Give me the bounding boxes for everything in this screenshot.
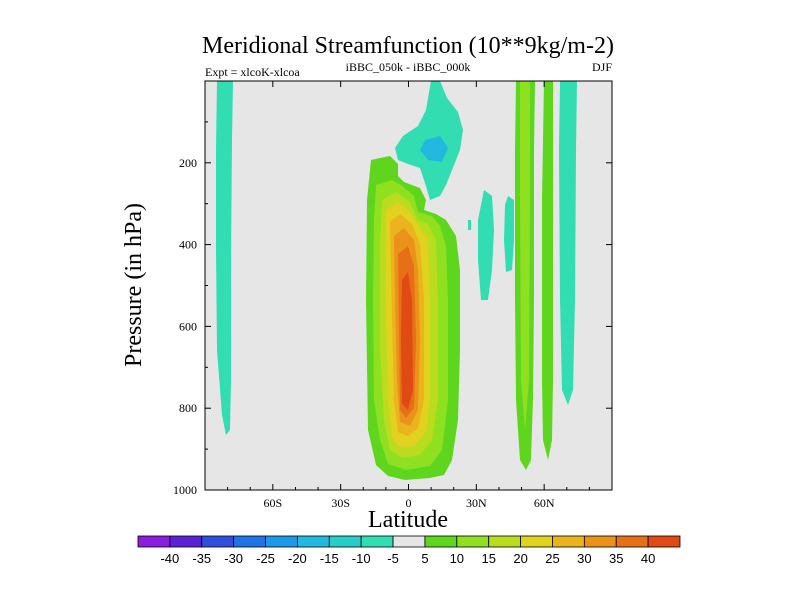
- plot-area: 60S 30S 0 30N 60N 200 400 600 800 1000: [173, 80, 613, 510]
- colorbar-swatch: [392, 535, 426, 548]
- x-tick-label: 30N: [466, 496, 487, 510]
- x-axis-label: Latitude: [368, 507, 448, 533]
- colorbar-tick-label: 30: [577, 551, 591, 566]
- colorbar-swatch: [520, 535, 553, 548]
- x-ticks: 60S 30S 0 30N 60N: [227, 81, 590, 510]
- contour-pos-40: [401, 272, 413, 410]
- colorbar-tick-label: -30: [224, 551, 243, 566]
- colorbar-swatch: [201, 535, 235, 548]
- colorbar-tick-label: 20: [513, 551, 527, 566]
- colorbar-swatch: [137, 535, 171, 548]
- x-tick-label: 30S: [331, 496, 350, 510]
- colorbar-swatch: [456, 535, 490, 548]
- contour-neg-south-column: [216, 81, 233, 435]
- colorbar-tick-label: 10: [450, 551, 464, 566]
- colorbar-swatch: [328, 535, 362, 548]
- x-tick-label: 0: [406, 496, 412, 510]
- contour-pos-north-a-inner: [520, 81, 530, 430]
- colorbar-tick-label: 5: [421, 551, 428, 566]
- colorbar-swatch: [233, 535, 266, 548]
- colorbar-swatch: [615, 535, 649, 548]
- experiment-label: Expt = xlcoK-xlcoa: [205, 65, 300, 79]
- y-axis-label: Pressure (in hPa): [121, 203, 147, 367]
- y-tick-label: 600: [179, 319, 197, 333]
- colorbar-swatch: [169, 535, 203, 548]
- colorbar-swatch: [488, 535, 521, 548]
- colorbar-tick-label: -20: [288, 551, 307, 566]
- colorbar-swatch: [583, 535, 617, 548]
- colorbar-tick-label: -10: [352, 551, 371, 566]
- x-tick-label: 60S: [263, 496, 282, 510]
- contour-pos-north-b: [542, 81, 553, 460]
- colorbar-tick-label: -5: [387, 551, 399, 566]
- colorbar-tick-label: -25: [256, 551, 275, 566]
- colorbar-tick-label: 25: [545, 551, 559, 566]
- season-label: DJF: [592, 60, 612, 74]
- y-tick-label: 1000: [173, 483, 197, 497]
- contour-neg-north-column: [559, 81, 577, 405]
- colorbar-tick-label: 40: [641, 551, 655, 566]
- contour-neg-subtropic-dot: [468, 220, 471, 230]
- colorbar-swatch: [647, 535, 681, 548]
- contour-neg-upper-inner: [420, 136, 448, 162]
- colorbar-tick-label: -15: [320, 551, 339, 566]
- colorbar-swatch: [360, 535, 394, 548]
- y-tick-label: 800: [179, 401, 197, 415]
- colorbar-swatch: [552, 535, 585, 548]
- y-ticks: 200 400 600 800 1000: [173, 121, 612, 497]
- colorbar-swatch: [297, 535, 330, 548]
- contour-neg-subtropic-b: [504, 196, 514, 272]
- chart-title: Meridional Streamfunction (10**9kg/m-2): [202, 33, 614, 59]
- colorbar-tick-label: -40: [160, 551, 179, 566]
- y-tick-label: 400: [179, 238, 197, 252]
- colorbar-tick-label: 35: [609, 551, 623, 566]
- colorbar-swatch: [424, 535, 458, 548]
- colorbar-tick-label: 15: [481, 551, 495, 566]
- contour-neg-subtropic-a: [478, 190, 494, 300]
- y-tick-label: 200: [179, 156, 197, 170]
- colorbar-swatch: [265, 535, 298, 548]
- colorbar: -40 -35 -30 -25 -20 -15 -10 -5 5 10 15 20 25 30 35 40: [137, 535, 681, 566]
- x-tick-label: 60N: [534, 496, 555, 510]
- center-label: iBBC_050k - iBBC_000k: [346, 60, 471, 74]
- colorbar-tick-label: -35: [192, 551, 211, 566]
